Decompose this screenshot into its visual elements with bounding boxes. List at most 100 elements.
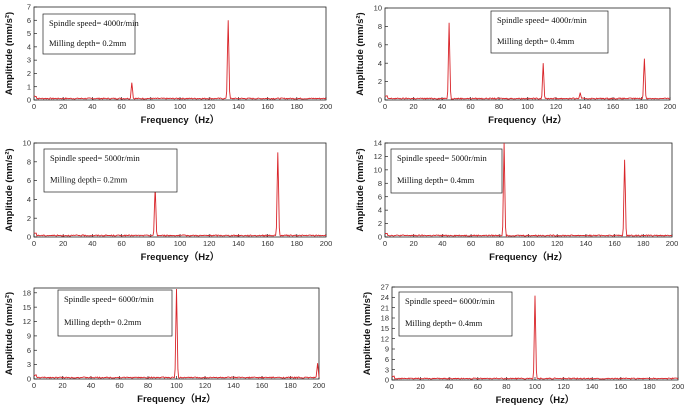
- spindle-speed-label: Spindle speed= 6000r/min: [64, 294, 155, 304]
- x-tick-label: 40: [87, 381, 95, 390]
- x-tick-label: 20: [59, 102, 67, 111]
- y-tick-label: 0: [27, 375, 31, 384]
- x-tick-label: 60: [467, 239, 475, 248]
- milling-depth-label: Milling depth= 0.4mm: [497, 36, 575, 46]
- chart-panel-6: 0 20 40 60 80 100 120 140 160 180 2000369121518212…: [362, 283, 684, 406]
- chart-panel-2: 0 20 40 60 80 100 120 140 160 180 200 0 2 4 6 8 10 Freque…: [355, 4, 676, 126]
- y-tick-label: 2: [378, 77, 382, 86]
- y-tick-label: 0: [385, 376, 389, 385]
- x-tick-label: 200: [664, 102, 677, 111]
- x-tick-label: 20: [59, 239, 67, 248]
- x-tick-label: 180: [291, 102, 304, 111]
- spindle-speed-label: Spindle speed= 4000r/min: [497, 15, 588, 25]
- y-tick-label: 3: [27, 360, 31, 369]
- x-tick-label: 60: [466, 102, 474, 111]
- y-tick-label: 0: [27, 233, 31, 242]
- x-tick-label: 120: [557, 382, 570, 391]
- x-tick-label: 40: [445, 382, 453, 391]
- x-tick-label: 100: [174, 239, 187, 248]
- y-tick-label: 10: [374, 4, 382, 13]
- annotation-box: [490, 10, 609, 54]
- chart-panel-4: 0 20 40 60 80 100 120 140 160 180 200 0 2 4 6 8 10 12 14 Fr…: [355, 139, 678, 263]
- x-tick-label: 120: [203, 239, 216, 248]
- y-tick-label: 21: [381, 303, 389, 312]
- y-tick-label: 18: [381, 314, 389, 323]
- x-tick-label: 120: [199, 381, 212, 390]
- x-tick-label: 60: [474, 382, 482, 391]
- y-tick-label: 14: [374, 139, 382, 148]
- x-tick-label: 60: [115, 381, 123, 390]
- annotation-box: [390, 148, 503, 194]
- x-tick-label: 0: [390, 382, 394, 391]
- x-tick-label: 0: [32, 239, 36, 248]
- chart-panel-3: 0 20 40 60 80 100 120 140 160 180 200 0 2 4 6 8 10 Freque…: [4, 139, 332, 263]
- x-tick-label: 140: [586, 382, 599, 391]
- x-tick-label: 180: [637, 239, 650, 248]
- y-tick-label: 6: [378, 40, 382, 49]
- y-tick-label: 3: [27, 56, 31, 65]
- x-tick-label: 0: [383, 102, 387, 111]
- milling-depth-label: Milling depth= 0.4mm: [405, 318, 483, 328]
- milling-depth-label: Milling depth= 0.2mm: [49, 38, 127, 48]
- spectrum-line: [384, 22, 671, 100]
- y-tick-label: 10: [374, 165, 382, 174]
- x-axis-label: Frequency（Hz）: [488, 114, 567, 126]
- y-tick-label: 6: [27, 176, 31, 185]
- chart-panel-1: 0 20 40 60 80 100 120 140 160 180 200 0 1 2 3 4 5 6 7 Frequ…: [4, 3, 332, 126]
- annotation-box: [43, 148, 178, 193]
- x-axis-label: Frequency（Hz）: [489, 251, 568, 263]
- y-tick-label: 15: [381, 324, 389, 333]
- spindle-speed-label: Spindle speed= 5000r/min: [50, 153, 141, 163]
- x-axis-label: Frequency（Hz）: [137, 393, 216, 405]
- x-tick-label: 140: [578, 102, 591, 111]
- y-tick-label: 3: [385, 365, 389, 374]
- x-tick-label: 100: [174, 102, 187, 111]
- y-tick-label: 12: [23, 317, 31, 326]
- y-tick-label: 27: [381, 283, 389, 292]
- spectrum-line: [33, 20, 327, 100]
- x-tick-label: 80: [495, 102, 503, 111]
- y-axis-label: Amplitude (mm/s²): [355, 12, 366, 95]
- x-axis-label: Frequency（Hz）: [141, 251, 220, 263]
- y-tick-label: 12: [374, 152, 382, 161]
- y-tick-label: 4: [27, 42, 31, 51]
- y-tick-label: 2: [27, 69, 31, 78]
- x-tick-label: 80: [496, 239, 504, 248]
- y-tick-label: 1: [27, 82, 31, 91]
- x-tick-label: 60: [117, 102, 125, 111]
- x-tick-label: 160: [261, 102, 274, 111]
- x-tick-label: 140: [232, 102, 245, 111]
- x-tick-label: 160: [256, 381, 269, 390]
- x-tick-label: 160: [615, 382, 628, 391]
- y-tick-label: 0: [378, 233, 382, 242]
- y-tick-label: 4: [27, 195, 31, 204]
- x-tick-label: 20: [409, 102, 417, 111]
- x-tick-label: 0: [383, 239, 387, 248]
- y-tick-label: 9: [27, 331, 31, 340]
- x-tick-label: 200: [313, 381, 326, 390]
- x-axis-label: Frequency（Hz）: [496, 394, 575, 406]
- annotation-box: [398, 291, 513, 337]
- y-tick-label: 8: [378, 179, 382, 188]
- chart-panel-5: 0 20 40 60 80 100 120 140 160 180 200 0 3 6 9 12 15 18 Fre…: [4, 287, 326, 405]
- x-tick-label: 80: [144, 381, 152, 390]
- x-tick-label: 60: [117, 239, 125, 248]
- y-axis-label: Amplitude (mm/s²): [362, 292, 373, 375]
- x-tick-label: 180: [643, 382, 656, 391]
- x-tick-label: 120: [550, 102, 563, 111]
- x-tick-label: 160: [607, 102, 620, 111]
- x-tick-label: 160: [261, 239, 274, 248]
- y-axis-label: Amplitude (mm/s²): [4, 12, 15, 95]
- y-axis-label: Amplitude (mm/s²): [4, 148, 15, 231]
- spindle-speed-label: Spindle speed= 5000r/min: [397, 153, 488, 163]
- x-tick-label: 40: [88, 102, 96, 111]
- x-tick-label: 80: [147, 102, 155, 111]
- y-axis-label: Amplitude (mm/s²): [4, 292, 15, 375]
- x-tick-label: 0: [32, 381, 36, 390]
- y-tick-label: 24: [381, 293, 389, 302]
- y-tick-label: 6: [27, 16, 31, 25]
- milling-depth-label: Milling depth= 0.2mm: [50, 175, 128, 185]
- x-tick-label: 160: [608, 239, 621, 248]
- x-tick-label: 140: [227, 381, 240, 390]
